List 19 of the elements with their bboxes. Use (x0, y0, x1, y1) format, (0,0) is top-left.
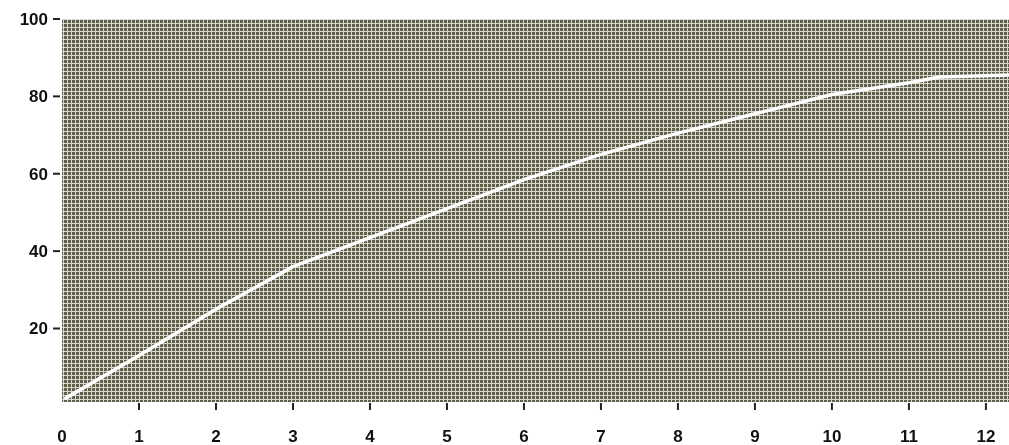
y-tick-label: 20 (29, 319, 48, 339)
x-tick-label: 7 (596, 427, 606, 445)
x-tick-label: 11 (899, 427, 918, 445)
x-tick-label: 2 (211, 427, 221, 445)
x-tick-label: 6 (519, 427, 529, 445)
x-tick-label: 3 (288, 427, 298, 445)
line-series (64, 73, 1009, 400)
y-tick-label: 100 (19, 9, 48, 29)
x-tick-label: 1 (134, 427, 144, 445)
x-tick-label: 5 (442, 427, 452, 445)
y-tick-label: 60 (29, 164, 48, 184)
x-tick-label: 4 (365, 427, 376, 445)
y-tick-label: 40 (29, 242, 48, 262)
x-tick-label: 10 (822, 427, 842, 445)
x-tick-label: 12 (976, 427, 996, 445)
y-tick-label: 80 (29, 87, 48, 107)
x-tick-label: 8 (673, 427, 683, 445)
x-tick-label: 0 (57, 427, 67, 445)
x-tick-label: 9 (750, 427, 760, 445)
